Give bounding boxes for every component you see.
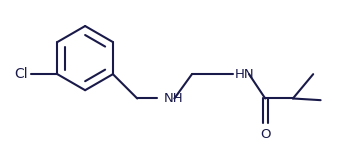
Text: HN: HN <box>235 68 255 81</box>
Text: Cl: Cl <box>14 67 28 81</box>
Text: O: O <box>260 128 271 141</box>
Text: NH: NH <box>164 92 184 105</box>
